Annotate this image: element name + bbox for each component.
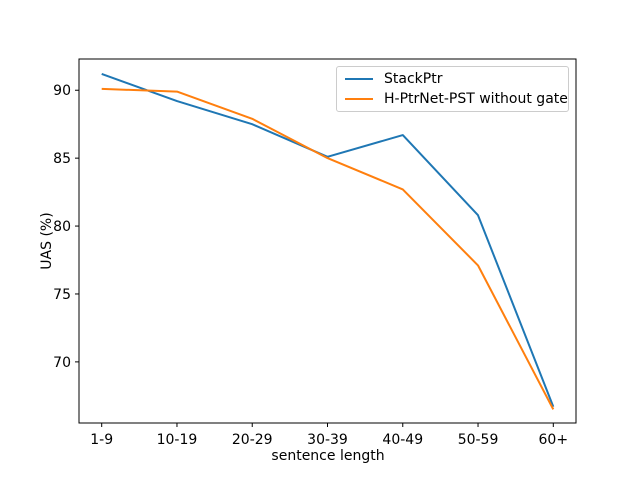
y-tick-label: 75 [53, 287, 71, 303]
series-line-h-ptrnet-pst-without-gate [101, 87, 555, 410]
legend-line-swatch-hptrnet [345, 98, 373, 101]
y-tick-label: 85 [53, 151, 71, 167]
legend-label-stackptr: StackPtr [384, 70, 443, 87]
legend: StackPtr H-PtrNet-PST without gate [336, 66, 569, 112]
x-tick-label: 30-39 [307, 432, 348, 448]
x-tick-label: 50-59 [458, 432, 499, 448]
x-tick-label: 40-49 [382, 432, 423, 448]
x-tick-label: 60+ [539, 432, 569, 448]
y-tick-label: 90 [53, 83, 71, 99]
legend-item-hptrnet: H-PtrNet-PST without gate [345, 91, 568, 109]
legend-line-swatch-stackptr [345, 77, 373, 80]
legend-item-stackptr: StackPtr [345, 70, 560, 88]
y-tick-label: 80 [53, 219, 71, 235]
plot-spines [78, 58, 577, 424]
x-tick-label: 1-9 [90, 432, 113, 448]
series-line-stackptr [101, 72, 555, 408]
x-axis-label: sentence length [271, 448, 385, 464]
legend-label-hptrnet: H-PtrNet-PST without gate [384, 91, 568, 108]
y-tick-label: 70 [53, 355, 71, 371]
x-tick-label: 20-29 [232, 432, 273, 448]
x-tick-label: 10-19 [157, 432, 198, 448]
y-axis-label: UAS (%) [39, 212, 55, 270]
